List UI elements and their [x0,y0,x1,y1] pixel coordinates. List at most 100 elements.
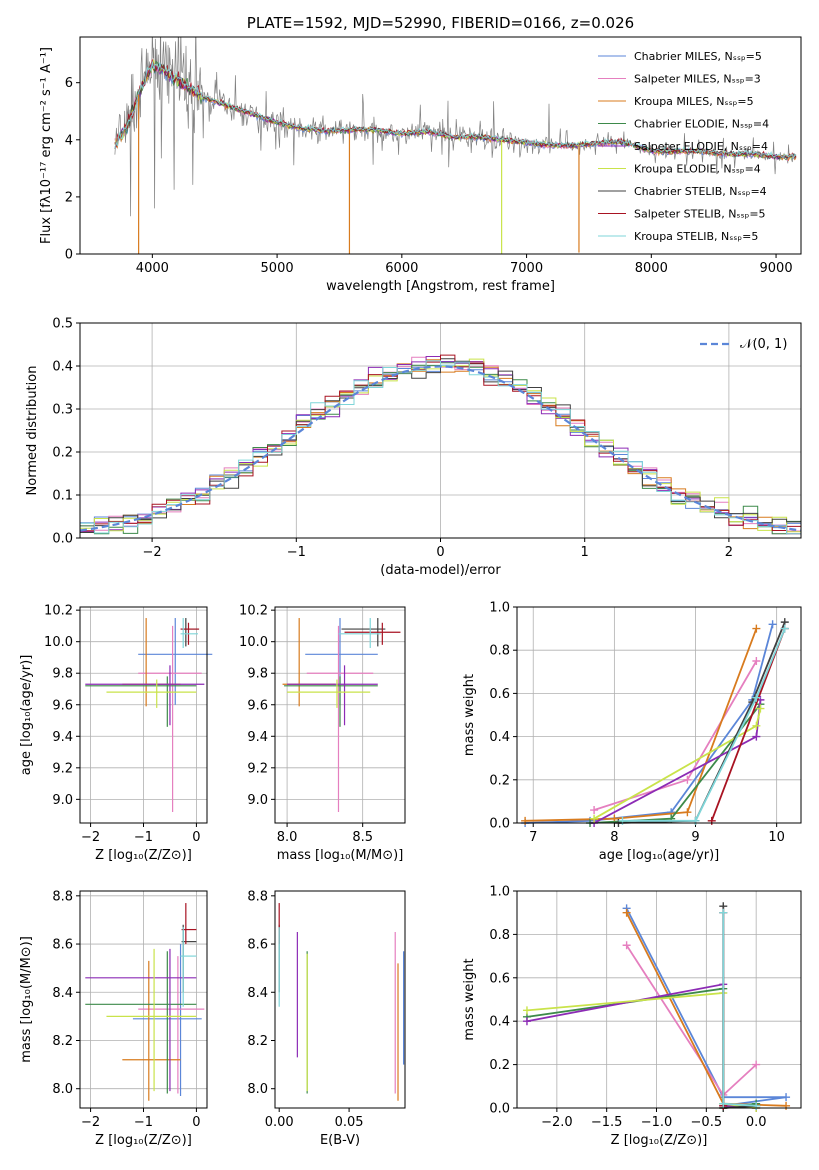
y-tick-label: 8.4 [247,986,268,1001]
plot-area [517,607,801,823]
y-tick-label: 8.8 [52,889,73,904]
x-axis-label: E(B-V) [320,1133,360,1148]
y-tick-label: 1.0 [489,885,510,900]
y-tick-label: 8.6 [52,938,73,953]
y-axis-label: mass [log₁₀(M/M⊙)] [19,936,34,1063]
y-tick-label: 10.2 [239,604,268,619]
weight-marker [768,620,777,629]
weight-marker [590,814,599,823]
legend-label: Kroupa ELODIE, Nₛₛₚ=4 [634,163,761,176]
x-tick-label: 5000 [261,261,294,276]
x-tick-label: 0.05 [335,1115,364,1130]
x-axis-label: (data-model)/error [380,563,501,578]
y-tick-label: 8.6 [247,938,268,953]
x-axis-label: wavelength [Angstrom, rest frame] [326,279,555,294]
x-tick-label: −1 [134,830,153,845]
axes-frame [79,322,802,539]
x-tick-label: 4000 [136,261,169,276]
weight-line [622,628,786,822]
y-tick-label: 0.2 [489,773,510,788]
weight-marker [683,808,692,817]
x-axis-label: Z [log₁₀(Z/Z⊙)] [611,1133,708,1148]
y-tick-label: 9.4 [52,730,73,745]
x-tick-label: 0.00 [265,1115,294,1130]
weight-marker [622,908,631,917]
model-spectrum-line [114,61,797,160]
axes-frame [79,606,208,824]
x-tick-label: 2 [725,545,733,560]
plot-marks [79,354,802,535]
y-tick-label: 8.4 [52,986,73,1001]
y-tick-label: 0.0 [489,817,510,832]
weight-marker [622,941,631,950]
x-tick-label: −2 [143,545,162,560]
x-tick-label: −0.5 [691,1115,723,1130]
weight-marker [752,624,761,633]
y-tick-label: 6 [65,76,73,91]
x-tick-label: 8 [610,830,618,845]
x-tick-label: 10 [768,830,785,845]
weight-marker [752,693,761,702]
y-axis-label: Normed distribution [25,366,40,496]
x-axis-label: Z [log₁₀(Z/Z⊙)] [95,848,192,863]
y-tick-label: 0.2 [52,446,73,461]
y-tick-label: 10.0 [44,635,73,650]
plot-marks [85,903,205,1101]
x-tick-label: 6000 [385,261,418,276]
x-axis-label: age [log₁₀(age/yr)] [599,848,720,863]
y-tick-label: 0.0 [52,532,73,547]
weight-marker [522,1017,531,1026]
legend: 𝒩(0, 1) [700,337,787,352]
x-axis-label: Z [log₁₀(Z/Z⊙)] [95,1133,192,1148]
weight-marker [780,624,789,633]
y-tick-label: 0.2 [489,1058,510,1073]
y-axis-label: Flux [fλ10⁻¹⁷ erg cm⁻² s⁻¹ A⁻¹] [39,47,54,244]
panel-mass_ebv: 0.00 0.05 8.0 8.2 8.4 8.6 8.8 E(B-V) [247,889,406,1148]
x-tick-label: 1 [581,545,589,560]
y-tick-label: 9.8 [52,667,73,682]
x-tick-label: 7 [529,830,537,845]
y-tick-label: 9.6 [52,698,73,713]
y-tick-label: 9.0 [247,793,268,808]
model-spectrum-line [114,59,797,161]
y-tick-label: 1.0 [489,601,510,616]
legend-label: Salpeter STELIB, Nₛₛₚ=5 [634,208,766,221]
x-tick-label: 0 [192,1115,200,1130]
x-tick-label: −2.0 [541,1115,573,1130]
legend-label: Kroupa STELIB, Nₛₛₚ=5 [634,230,758,243]
legend-label: Chabrier STELIB, Nₛₛₚ=4 [634,185,767,198]
y-tick-label: 0.4 [489,730,510,745]
y-tick-label: 9.6 [247,698,268,713]
x-tick-label: −1 [287,545,306,560]
x-tick-label: 8.5 [352,830,373,845]
y-tick-label: 0.1 [52,489,73,504]
y-tick-label: 9.8 [247,667,268,682]
panel-spectrum: 4000 5000 6000 7000 8000 9000 0 2 4 6 wavelength [… [39,14,802,294]
plot-marks [114,37,797,254]
panel-age_mass: 8.0 8.5 9.0 9.2 9.4 9.6 9.8 10.0 10.2 mass [log₁₀… [239,604,406,863]
plot-area [275,891,405,1108]
histogram-step-line [80,360,801,535]
x-tick-label: −2 [81,1115,100,1130]
weight-line [525,628,758,822]
y-tick-label: 8.0 [247,1082,268,1097]
y-tick-label: 0.4 [52,360,73,375]
legend-label: 𝒩(0, 1) [740,337,787,352]
y-tick-label: 9.4 [247,730,268,745]
y-tick-label: 10.0 [239,635,268,650]
weight-marker [522,1006,531,1015]
y-axis-label: age [log₁₀(age/yr)] [19,655,34,776]
axes-frame [516,606,802,824]
y-tick-label: 9.2 [52,761,73,776]
weight-marker [752,732,761,741]
panel-weight_age: 7 8 9 10 0.0 0.2 0.4 0.6 0.8 1.0 age [log₁₀(age/yr… [462,601,802,863]
legend-label: Kroupa MILES, Nₛₛₚ=5 [634,95,754,108]
x-tick-label: 0 [436,545,444,560]
weight-marker [590,806,599,815]
weight-marker [752,657,761,665]
x-tick-label: −1.5 [591,1115,623,1130]
y-tick-label: 0.4 [489,1015,510,1030]
axes-frame [79,890,208,1109]
weight-marker [691,816,700,825]
y-tick-label: 0.6 [489,971,510,986]
